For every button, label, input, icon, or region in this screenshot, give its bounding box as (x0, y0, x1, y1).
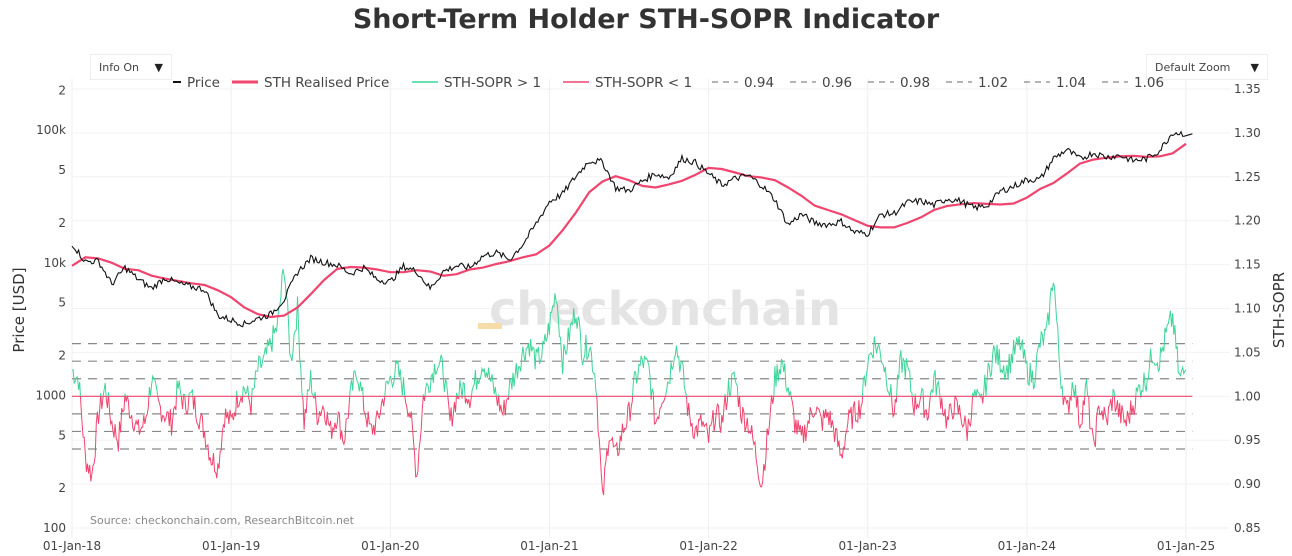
legend-item-1-04[interactable]: 1.04 (1024, 75, 1086, 91)
legend-item-sth-realised-price[interactable]: STH Realised Price (232, 75, 389, 91)
right-tick-label: 1.10 (1234, 302, 1261, 316)
left-tick-label: 2 (58, 83, 66, 97)
legend-item-1-06[interactable]: 1.06 (1102, 75, 1164, 91)
info-dropdown-label: Info On (99, 60, 139, 74)
left-tick-label: 100 (43, 521, 66, 535)
right-axis-title: STH-SOPR (1270, 272, 1288, 348)
legend-label: 0.98 (900, 75, 930, 91)
left-tick-label: 100k (36, 123, 66, 137)
x-tick-label: 01-Jan-25 (1157, 539, 1215, 553)
legend-label: 1.02 (978, 75, 1008, 91)
x-tick-label: 01-Jan-24 (998, 539, 1056, 553)
right-tick-label: 1.00 (1234, 389, 1261, 403)
right-tick-label: 0.85 (1234, 521, 1261, 535)
x-tick-label: 01-Jan-20 (361, 539, 419, 553)
left-tick-label: 5 (58, 296, 66, 310)
sopr-above-1-line (71, 268, 1187, 397)
legend-item-0-98[interactable]: 0.98 (868, 75, 930, 91)
right-tick-label: 1.30 (1234, 126, 1261, 140)
source-text: Source: checkonchain.com, ResearchBitcoi… (90, 514, 355, 527)
x-tick-label: 01-Jan-23 (839, 539, 897, 553)
chevron-down-icon: ▼ (1250, 60, 1259, 74)
right-tick-label: 1.15 (1234, 258, 1261, 272)
legend-label: 1.06 (1134, 75, 1164, 91)
left-tick-label: 2 (58, 216, 66, 230)
legend-label: STH-SOPR < 1 (595, 75, 692, 91)
legend-item-1-02[interactable]: 1.02 (946, 75, 1008, 91)
right-tick-label: 0.95 (1234, 433, 1261, 447)
legend-item-sth-sopr-1[interactable]: STH-SOPR < 1 (563, 75, 692, 91)
left-tick-label: 2 (58, 481, 66, 495)
x-tick-label: 01-Jan-18 (43, 539, 101, 553)
right-tick-label: 1.20 (1234, 214, 1261, 228)
price-line (71, 130, 1193, 328)
sth-realised-price-line (71, 142, 1187, 319)
left-tick-label: 10k (44, 256, 66, 270)
chart-title: Short-Term Holder STH-SOPR Indicator (352, 4, 940, 35)
legend-item-sth-sopr-1[interactable]: STH-SOPR > 1 (412, 75, 541, 91)
legend-label: 1.04 (1056, 75, 1086, 91)
right-tick-label: 1.05 (1234, 345, 1261, 359)
legend-item-0-96[interactable]: 0.96 (790, 75, 852, 91)
left-tick-label: 5 (58, 163, 66, 177)
legend-label: STH Realised Price (264, 75, 389, 91)
legend-label: 0.96 (822, 75, 852, 91)
info-dropdown[interactable]: Info On ▼ (90, 54, 172, 80)
zoom-dropdown[interactable]: Default Zoom ▼ (1146, 54, 1268, 80)
left-tick-label: 1000 (35, 388, 66, 402)
sopr-below-1-line (79, 396, 1142, 496)
left-tick-label: 5 (58, 428, 66, 442)
watermark: checkonchain (489, 282, 841, 336)
left-tick-label: 2 (58, 348, 66, 362)
x-tick-label: 01-Jan-21 (520, 539, 578, 553)
zoom-dropdown-label: Default Zoom (1155, 60, 1231, 74)
right-tick-label: 1.35 (1234, 82, 1261, 96)
legend-label: 0.94 (744, 75, 774, 91)
chevron-down-icon: ▼ (154, 60, 163, 74)
right-tick-label: 0.90 (1234, 477, 1261, 491)
legend-label: Price (187, 75, 220, 91)
right-tick-label: 1.25 (1234, 170, 1261, 184)
left-axis-title: Price [USD] (10, 267, 28, 352)
legend-label: STH-SOPR > 1 (444, 75, 541, 91)
watermark-logo-icon (478, 323, 502, 329)
legend-item-price[interactable]: Price (173, 75, 220, 91)
x-tick-label: 01-Jan-22 (679, 539, 737, 553)
legend-item-0-94[interactable]: 0.94 (712, 75, 774, 91)
x-tick-label: 01-Jan-19 (202, 539, 260, 553)
